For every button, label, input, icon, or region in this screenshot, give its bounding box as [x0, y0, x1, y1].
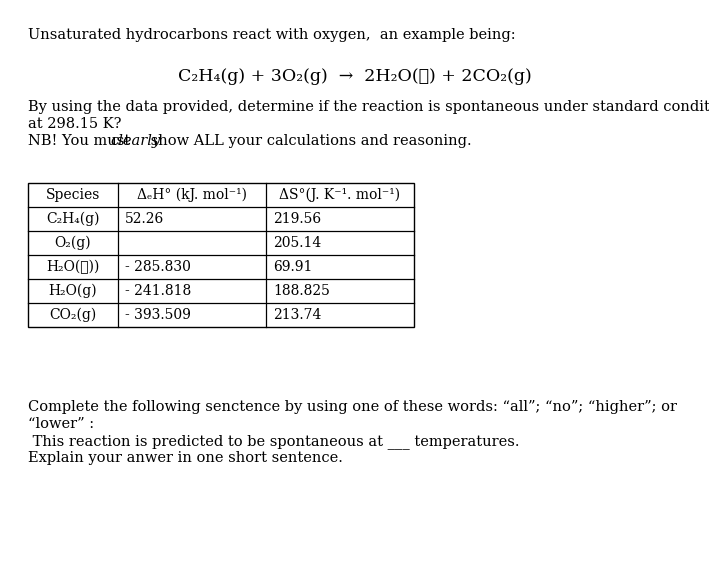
- Text: C₂H₄(g) + 3O₂(g)  →  2H₂O(ℓ) + 2CO₂(g): C₂H₄(g) + 3O₂(g) → 2H₂O(ℓ) + 2CO₂(g): [178, 68, 531, 85]
- Text: - 393.509: - 393.509: [125, 308, 191, 322]
- Text: Explain your anwer in one short sentence.: Explain your anwer in one short sentence…: [28, 451, 343, 465]
- Text: show ALL your calculations and reasoning.: show ALL your calculations and reasoning…: [146, 134, 471, 148]
- Text: Complete the following senctence by using one of these words: “all”; “no”; “high: Complete the following senctence by usin…: [28, 400, 677, 414]
- Text: 69.91: 69.91: [273, 260, 313, 274]
- Text: 219.56: 219.56: [273, 212, 321, 226]
- Text: “lower” :: “lower” :: [28, 417, 94, 431]
- Text: ΔₑH° (kJ. mol⁻¹): ΔₑH° (kJ. mol⁻¹): [137, 188, 247, 202]
- Text: - 241.818: - 241.818: [125, 284, 191, 298]
- Text: - 285.830: - 285.830: [125, 260, 191, 274]
- Text: This reaction is predicted to be spontaneous at ___ temperatures.: This reaction is predicted to be spontan…: [28, 434, 520, 449]
- Text: By using the data provided, determine if the reaction is spontaneous under stand: By using the data provided, determine if…: [28, 100, 709, 114]
- Text: ΔS°(J. K⁻¹. mol⁻¹): ΔS°(J. K⁻¹. mol⁻¹): [279, 188, 401, 202]
- Text: NB! You must: NB! You must: [28, 134, 135, 148]
- Text: 188.825: 188.825: [273, 284, 330, 298]
- Text: 52.26: 52.26: [125, 212, 164, 226]
- Bar: [28, 183, 414, 327]
- Text: 213.74: 213.74: [273, 308, 321, 322]
- Text: clearly: clearly: [110, 134, 160, 148]
- Text: Unsaturated hydrocarbons react with oxygen,  an example being:: Unsaturated hydrocarbons react with oxyg…: [28, 28, 515, 42]
- Text: C₂H₄(g): C₂H₄(g): [46, 212, 100, 226]
- Text: CO₂(g): CO₂(g): [50, 308, 96, 322]
- Text: H₂O(ℓ)): H₂O(ℓ)): [46, 260, 100, 274]
- Text: H₂O(g): H₂O(g): [49, 284, 97, 298]
- Text: O₂(g): O₂(g): [55, 236, 91, 250]
- Text: 205.14: 205.14: [273, 236, 321, 250]
- Text: Species: Species: [46, 188, 100, 202]
- Text: at 298.15 K?: at 298.15 K?: [28, 117, 121, 131]
